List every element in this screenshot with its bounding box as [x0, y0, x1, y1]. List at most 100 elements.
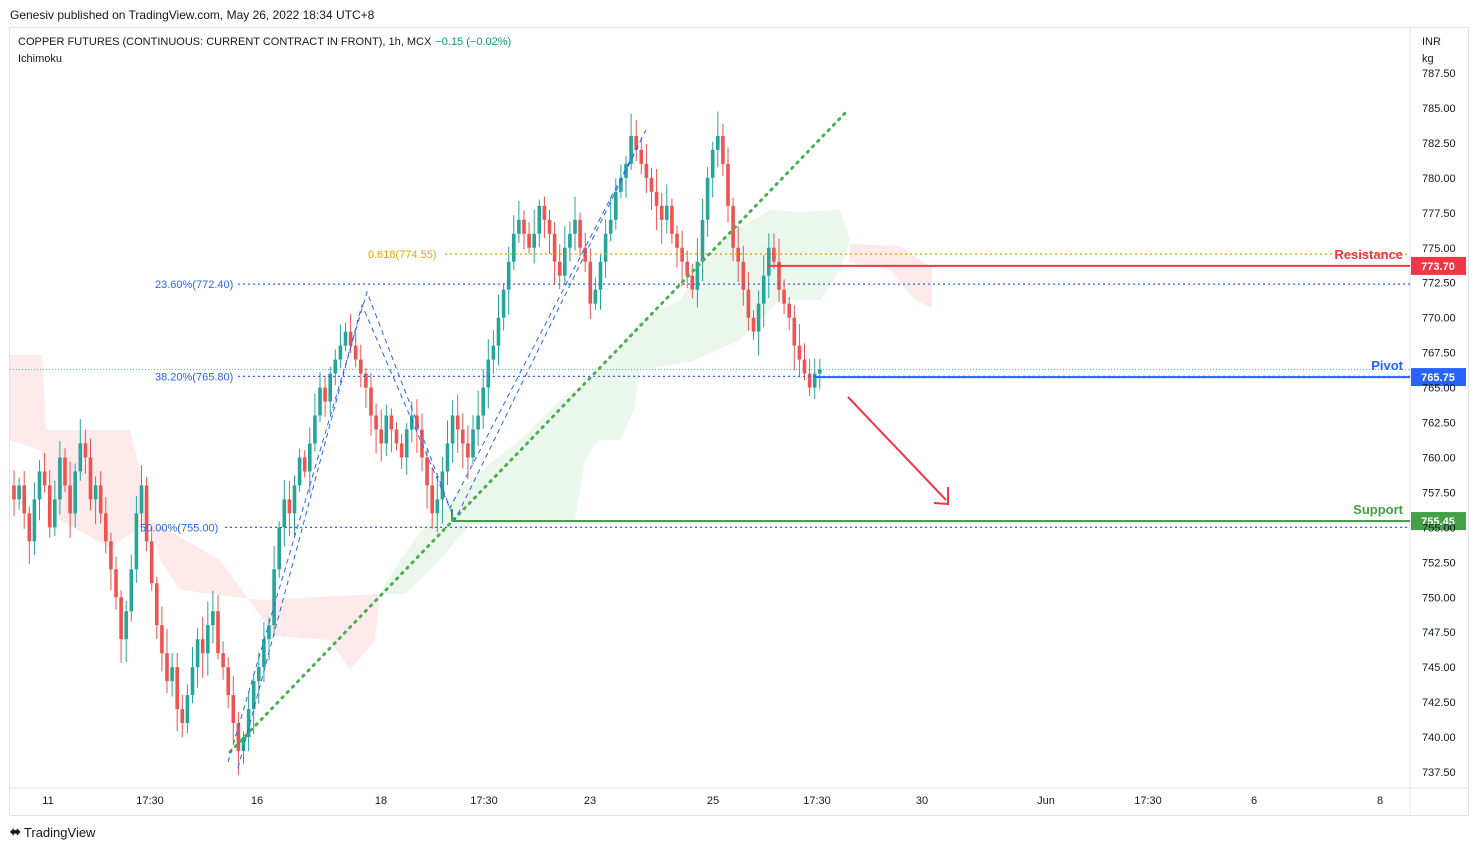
- fib-swing-path-a: [227, 129, 647, 763]
- candle-body: [200, 639, 205, 654]
- candle-body: [690, 275, 695, 290]
- candle-body: [180, 709, 185, 724]
- candle-body: [404, 429, 409, 458]
- candle-body: [160, 625, 164, 654]
- candle-body: [277, 527, 281, 570]
- price-axis-tick: 760.00: [1422, 452, 1456, 464]
- candle-body: [588, 261, 593, 304]
- candle-body: [78, 443, 83, 472]
- price-axis-tick: 785.00: [1422, 103, 1456, 115]
- tradingview-logo-icon: ⬌: [10, 824, 21, 839]
- time-axis-tick: 17:30: [1134, 795, 1162, 807]
- candle-body: [695, 261, 700, 290]
- price-axis-tick: 742.50: [1422, 697, 1456, 709]
- candle-body: [802, 359, 807, 374]
- price-axis-tick: 772.50: [1422, 278, 1456, 290]
- candle-body: [649, 177, 654, 192]
- candle-body: [185, 695, 190, 724]
- candle-body: [787, 303, 791, 318]
- candle-body: [777, 261, 781, 290]
- ichimoku-cloud-bearish-future: [850, 244, 932, 308]
- candle-body: [211, 611, 215, 626]
- candle-body: [389, 415, 394, 430]
- support-label: Support: [1353, 502, 1403, 517]
- candle-body: [63, 457, 67, 486]
- candle-body: [37, 471, 42, 500]
- candle-body: [807, 373, 812, 388]
- price-axis-tick: 780.00: [1422, 173, 1456, 185]
- candle-body: [415, 415, 419, 430]
- candle-body: [104, 513, 108, 542]
- candle-body: [353, 345, 358, 360]
- candle-body: [114, 569, 118, 598]
- candle-body: [767, 247, 771, 276]
- time-axis-tick: 17:30: [803, 795, 831, 807]
- candle-body: [772, 247, 776, 262]
- candle-body: [685, 261, 689, 276]
- candle-body: [461, 429, 465, 444]
- candle-body: [614, 191, 618, 220]
- chart-frame: [9, 27, 1469, 816]
- fib-level-label: 38.20%(765.80): [155, 371, 233, 383]
- price-axis-tick: 740.00: [1422, 732, 1456, 744]
- candle-body: [440, 471, 445, 500]
- candle-body: [359, 359, 363, 374]
- pivot-label: Pivot: [1371, 358, 1403, 373]
- candle-body: [578, 219, 582, 248]
- fib-level-label: 0.618(774.55): [368, 249, 437, 261]
- price-change: −0.15 (−0.02%): [435, 36, 512, 48]
- price-axis-tick: 777.50: [1422, 208, 1456, 220]
- candle-body: [741, 261, 746, 290]
- candle-body: [348, 331, 353, 346]
- price-axis-tick: 757.50: [1422, 487, 1456, 499]
- candle-body: [170, 667, 174, 682]
- price-axis-tick: 787.50: [1422, 68, 1456, 80]
- price-axis-tick: 755.00: [1422, 522, 1456, 534]
- candle-body: [481, 387, 485, 416]
- price-axis-tick: 765.00: [1422, 383, 1456, 395]
- candle-body: [129, 569, 134, 612]
- resistance-price-tag-text: 773.70: [1421, 261, 1455, 273]
- candle-body: [134, 513, 139, 570]
- candle-body: [532, 233, 536, 248]
- candle-body: [364, 373, 368, 388]
- candle-body: [297, 457, 302, 486]
- time-axis-tick: 11: [42, 795, 53, 807]
- price-axis-tick: 782.50: [1422, 138, 1456, 150]
- candle-body: [399, 443, 404, 458]
- candle-body: [206, 625, 210, 654]
- candle-body: [603, 233, 608, 262]
- candle-body: [782, 289, 786, 304]
- candle-body: [659, 205, 664, 220]
- footer-brand[interactable]: ⬌ TradingView: [10, 824, 95, 840]
- candle-body: [231, 695, 236, 724]
- projection-arrow-shaft: [847, 396, 947, 501]
- candle-body: [797, 345, 802, 360]
- price-axis-tick: 767.50: [1422, 348, 1456, 360]
- candle-body: [517, 219, 521, 234]
- candle-body: [700, 219, 705, 262]
- support-price-tag: [1411, 512, 1466, 531]
- candle-body: [501, 289, 506, 318]
- candle-body: [639, 149, 644, 164]
- candle-body: [68, 485, 72, 514]
- candle-body: [323, 387, 327, 402]
- candle-body: [665, 205, 669, 220]
- indicator-label[interactable]: Ichimoku: [18, 53, 63, 65]
- pivot-price-tag: [1411, 368, 1466, 387]
- candle-body: [710, 149, 715, 178]
- candle-body: [430, 485, 434, 514]
- candle-body: [12, 485, 16, 500]
- candle-body: [552, 233, 557, 262]
- fib-level-label: 23.60%(772.40): [155, 279, 233, 291]
- candle-body: [190, 667, 195, 696]
- candle-body: [675, 233, 679, 248]
- candle-body: [88, 457, 93, 500]
- resistance-price-tag: [1411, 256, 1466, 275]
- candle-body: [410, 415, 414, 430]
- time-axis-tick: 23: [584, 795, 596, 807]
- pivot-price-tag-text: 765.75: [1421, 372, 1455, 384]
- time-axis-tick: 25: [707, 795, 719, 807]
- projection-arrow-head: [933, 487, 949, 506]
